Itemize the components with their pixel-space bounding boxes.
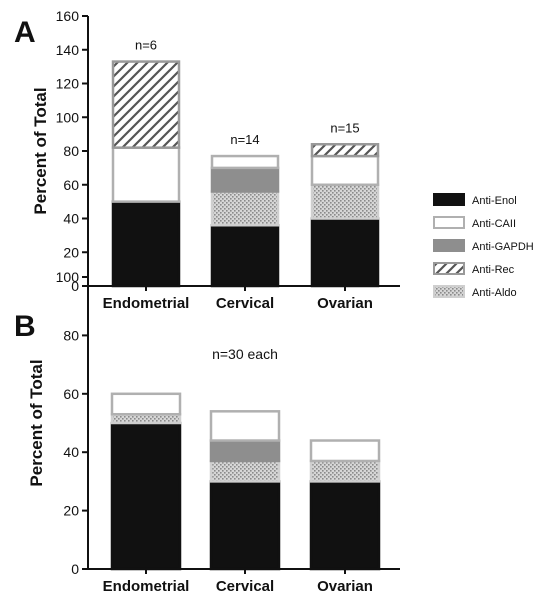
annotation-a-ovarian: n=15: [330, 120, 359, 135]
y-tick-label-a-80: 80: [63, 143, 79, 159]
bar-b-cervical-anti-enol: [209, 480, 281, 571]
bar-b-ovarian-anti-enol: [309, 480, 381, 571]
bar-a-ovarian-anti-caii: [310, 154, 380, 186]
bar-a-cervical-anti-aldo: [210, 190, 280, 227]
y-tick-label-a-140: 140: [56, 42, 80, 58]
bar-a-cervical-anti-enol: [210, 224, 280, 288]
chart-panel-b: Endometrial Cervical Ovarian n=30 each 0 20 40…: [27, 269, 400, 595]
y-tick-label-a-100: 100: [56, 109, 80, 125]
bar-a-endometrial-anti-caii: [111, 146, 181, 203]
legend-label-anti-aldo: Anti-Aldo: [472, 287, 517, 299]
annotation-b: n=30 each: [212, 346, 278, 362]
y-tick-label-b-100: 100: [56, 269, 80, 285]
x-tick-label-a-cervical: Cervical: [216, 295, 274, 312]
y-tick-label-a-0: 0: [71, 278, 79, 294]
y-tick-label-b-20: 20: [63, 503, 79, 519]
y-tick-label-a-40: 40: [63, 211, 79, 227]
annotation-a-cervical: n=14: [230, 132, 259, 147]
bar-b-cervical-anti-caii: [209, 410, 281, 442]
panel-letter-b: B: [14, 310, 36, 343]
x-tick-label-b-ovarian: Ovarian: [317, 578, 373, 595]
bar-b-endometrial-anti-aldo: [110, 412, 182, 425]
legend-swatch-anti-gapdh: [433, 239, 465, 252]
bar-a-endometrial-anti-enol: [111, 200, 181, 288]
y-tick-label-b-80: 80: [63, 327, 79, 343]
x-tick-label-a-ovarian: Ovarian: [317, 295, 373, 312]
panel-letter-a: A: [14, 16, 36, 49]
x-tick-label-b-endometrial: Endometrial: [103, 578, 190, 595]
legend-label-anti-enol: Anti-Enol: [472, 195, 517, 207]
bar-b-ovarian-anti-caii: [309, 439, 381, 463]
y-tick-label-b-60: 60: [63, 386, 79, 402]
bar-a-endometrial-anti-rec: [111, 60, 181, 149]
y-tick-label-b-40: 40: [63, 444, 79, 460]
y-tick-label-a-120: 120: [56, 76, 80, 92]
chart-panel-a: Endometrial n=6 Cervical n=14 Ovarian n=15 0 20…: [31, 8, 400, 312]
chart-legend: Anti-Enol Anti-CAII Anti-GAPDH Anti-Rec Anti…: [433, 193, 534, 299]
bar-b-cervical-anti-aldo: [209, 459, 281, 483]
y-tick-label-a-60: 60: [63, 177, 79, 193]
legend-label-anti-caii: Anti-CAII: [472, 218, 516, 230]
legend-swatch-anti-rec: [433, 262, 465, 275]
legend-swatch-anti-aldo: [433, 285, 465, 298]
annotation-a-endometrial: n=6: [135, 38, 157, 53]
bar-b-endometrial-anti-caii: [110, 392, 182, 416]
y-axis-title-b: Percent of Total: [27, 359, 46, 486]
y-tick-label-a-20: 20: [63, 244, 79, 260]
bar-a-ovarian-anti-aldo: [310, 183, 380, 220]
y-tick-label-b-0: 0: [71, 561, 79, 577]
legend-label-anti-gapdh: Anti-GAPDH: [472, 241, 534, 253]
bar-a-ovarian-anti-enol: [310, 217, 380, 288]
bar-b-endometrial-anti-enol: [110, 421, 182, 571]
legend-swatch-anti-enol: [433, 193, 465, 206]
x-tick-label-b-cervical: Cervical: [216, 578, 274, 595]
legend-swatch-anti-caii: [433, 216, 465, 229]
bar-b-ovarian-anti-aldo: [309, 459, 381, 483]
bar-b-cervical-anti-gapdh: [209, 439, 281, 463]
bar-a-cervical-anti-caii: [210, 154, 280, 170]
x-tick-label-a-endometrial: Endometrial: [103, 295, 190, 312]
bar-a-cervical-anti-gapdh: [210, 166, 280, 193]
y-tick-label-a-160: 160: [56, 8, 80, 24]
legend-label-anti-rec: Anti-Rec: [472, 264, 515, 276]
bar-a-ovarian-anti-rec: [310, 143, 380, 158]
y-axis-title-a: Percent of Total: [31, 87, 50, 214]
